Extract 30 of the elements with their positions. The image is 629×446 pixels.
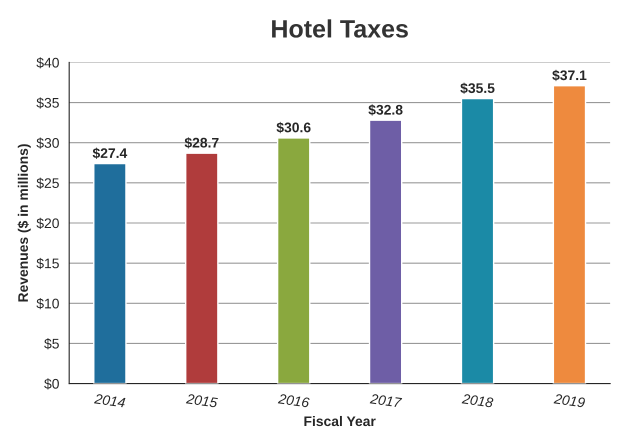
y-tick-label: $40 (36, 57, 59, 68)
data-label: $27.4 (92, 148, 128, 159)
y-tick-label: $35 (36, 97, 59, 109)
bar (185, 152, 219, 384)
bar (276, 137, 310, 384)
y-tick-label: $10 (36, 298, 59, 310)
data-label: $35.5 (460, 82, 495, 94)
y-tick-label: $5 (44, 338, 59, 350)
x-tick-label: 2019 (554, 394, 586, 408)
x-tick-label: 2016 (278, 394, 310, 408)
x-tick-label: 2015 (186, 394, 218, 408)
bar (552, 85, 586, 384)
chart-title: Hotel Taxes (272, 19, 408, 38)
x-tick-label: 2014 (94, 394, 126, 408)
x-tick-label: 2017 (370, 394, 402, 408)
y-tick-label: $25 (36, 178, 59, 189)
bar (368, 120, 402, 384)
y-tick-label: $20 (36, 218, 59, 229)
y-axis-title: Revenues ($ in millions) (18, 144, 31, 302)
data-label: $30.6 (276, 122, 311, 134)
y-tick-label: $15 (36, 258, 59, 270)
data-label: $28.7 (184, 137, 219, 149)
x-tick-label: 2018 (462, 394, 494, 408)
data-label: $32.8 (368, 104, 403, 116)
x-axis-title: Fiscal Year (304, 416, 376, 426)
bar (460, 98, 494, 384)
data-label: $37.1 (552, 70, 586, 82)
y-tick-label: $0 (44, 378, 59, 390)
bar (93, 162, 127, 384)
y-tick-label: $30 (36, 137, 59, 149)
